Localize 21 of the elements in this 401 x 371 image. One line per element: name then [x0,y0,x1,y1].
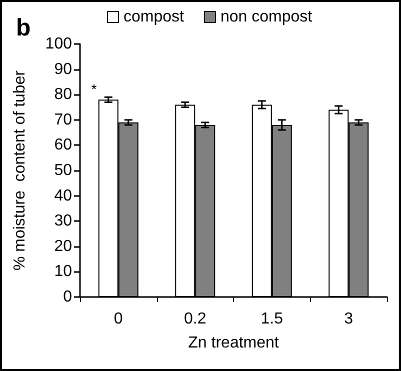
x-tick-label: 1.5 [260,310,284,328]
x-tick-label: 0 [114,310,123,328]
x-axis-title: Zn treatment [188,334,280,352]
y-tick-label: 0 [63,288,72,306]
y-tick-label: 60 [54,136,72,154]
y-tick-label: 80 [54,86,72,104]
y-tick-label: 20 [54,238,72,255]
x-tick-label: 0.2 [184,310,206,328]
text: b [16,14,31,42]
y-axis-title: % moisture content of tuber [12,70,28,271]
legend-label: non compost [220,8,313,26]
y-tick-label: 70 [54,111,72,128]
y-tick-label: 40 [54,187,72,204]
y-tick-label: 10 [54,263,72,280]
x-tick-label: 3 [344,310,354,328]
y-tick-label: 100 [45,36,72,52]
y-tick-label: 30 [54,212,72,230]
annotation: * [91,81,98,97]
legend-label: compost [124,8,185,26]
y-tick-label: 50 [54,162,72,179]
y-tick-label: 90 [54,60,72,78]
